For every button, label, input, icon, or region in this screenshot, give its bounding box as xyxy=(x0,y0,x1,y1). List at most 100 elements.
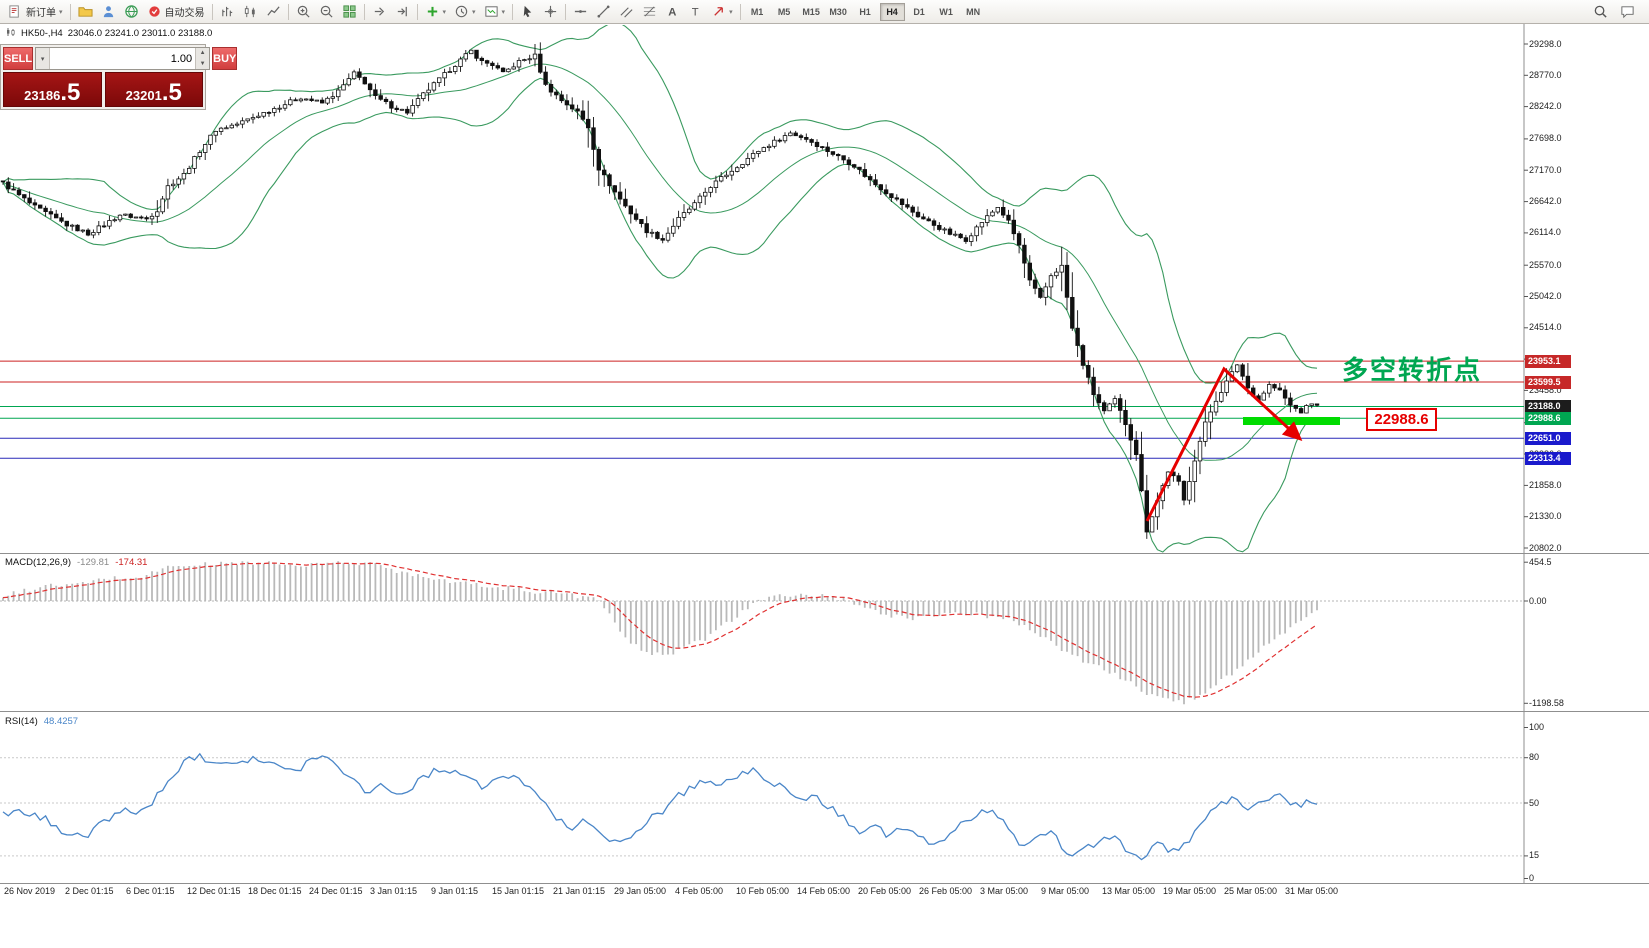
rsi-axis-label: 15 xyxy=(1529,850,1540,861)
rsi-axis-label: 80 xyxy=(1529,752,1540,763)
toolbar-text-label-button[interactable]: T xyxy=(684,1,707,22)
volume-down-button[interactable]: ▼ xyxy=(196,58,210,69)
price-tick-label: 28770.0 xyxy=(1529,69,1562,80)
cursor-icon xyxy=(520,4,535,19)
toolbar-bar-chart-button[interactable] xyxy=(216,1,239,22)
macd-axis-label: 454.5 xyxy=(1529,556,1552,567)
macd-label: MACD(12,26,9) -129.81 -174.31 xyxy=(5,557,147,568)
date-label: 19 Mar 05:00 xyxy=(1163,886,1217,896)
toolbar-crosshair-button[interactable] xyxy=(539,1,562,22)
timeframe-H1-button[interactable]: H1 xyxy=(853,3,878,21)
price-tick-label: 23458.0 xyxy=(1529,384,1562,395)
svg-text:T: T xyxy=(692,6,699,18)
chevron-down-icon: ▾ xyxy=(472,8,476,16)
globe-icon xyxy=(124,4,139,19)
toolbar-cursor-button[interactable] xyxy=(516,1,539,22)
sell-button[interactable]: SELL xyxy=(3,47,34,70)
date-label: 3 Mar 05:00 xyxy=(980,886,1029,896)
toolbar-user-button[interactable] xyxy=(97,1,120,22)
symbol-name: HK50-,H4 xyxy=(21,28,63,39)
timeframe-M15-button[interactable]: M15 xyxy=(799,3,824,21)
toolbar-autotrade-button[interactable]: 自动交易 xyxy=(143,1,209,22)
date-label: 14 Feb 05:00 xyxy=(797,886,851,896)
price-line-label: 22313.4 xyxy=(1525,451,1571,465)
toolbar-periods-button[interactable]: ▾ xyxy=(450,1,480,22)
toolbar-line-chart-button[interactable] xyxy=(262,1,285,22)
template-icon xyxy=(484,4,499,19)
timeframe-D1-button[interactable]: D1 xyxy=(907,3,932,21)
price-line-label: 23599.5 xyxy=(1525,375,1571,389)
toolbar-folder-button[interactable] xyxy=(74,1,97,22)
toolbar-chat-button[interactable] xyxy=(1616,1,1639,22)
toolbar-text-button[interactable]: A xyxy=(661,1,684,22)
toolbar-template-button[interactable]: ▾ xyxy=(480,1,510,22)
buy-price-button[interactable]: 23201.5 xyxy=(104,72,203,107)
timeframe-M30-button[interactable]: M30 xyxy=(826,3,851,21)
support-zone-bar xyxy=(1243,417,1340,425)
toolbar-tile-windows-button[interactable] xyxy=(338,1,361,22)
toolbar-equidistant-channel-button[interactable] xyxy=(615,1,638,22)
toolbar-auto-scroll-button[interactable] xyxy=(368,1,391,22)
toolbar-separator xyxy=(565,3,567,20)
volume-up-button[interactable]: ▲ xyxy=(196,48,210,59)
autotrade-icon xyxy=(147,4,162,19)
price-callout-box: 22988.6 xyxy=(1366,408,1437,431)
rsi-value: 48.4257 xyxy=(43,716,79,727)
arrows-icon xyxy=(711,4,726,19)
toolbar-indicators-button[interactable]: ▾ xyxy=(421,1,451,22)
price-tick-label: 20802.0 xyxy=(1529,542,1562,553)
toolbar-candle-chart-button[interactable] xyxy=(239,1,262,22)
toolbar-zoom-in-button[interactable] xyxy=(292,1,315,22)
equidistant-channel-icon xyxy=(619,4,634,19)
toolbar-separator xyxy=(739,3,741,20)
toolbar-search-button[interactable] xyxy=(1589,1,1612,22)
zoom-out-icon xyxy=(319,4,334,19)
timeframe-MN-button[interactable]: MN xyxy=(961,3,986,21)
volume-dropdown-button[interactable]: ▾ xyxy=(36,48,51,69)
timeframe-H4-button[interactable]: H4 xyxy=(879,2,905,21)
macd-value-signal: -174.31 xyxy=(115,557,148,568)
timeframe-M5-button[interactable]: M5 xyxy=(772,3,797,21)
date-label: 20 Feb 05:00 xyxy=(858,886,912,896)
sell-price-big: .5 xyxy=(60,78,81,106)
toolbar-new-order-button[interactable]: 新订单 ▾ xyxy=(4,1,67,22)
toolbar-separator xyxy=(287,3,289,20)
main-price-pane xyxy=(0,25,1524,553)
chevron-down-icon: ▾ xyxy=(501,8,506,16)
sell-price-button[interactable]: 23186.5 xyxy=(3,72,102,107)
rsi-axis-label: 100 xyxy=(1529,722,1545,732)
macd-pane xyxy=(0,561,1524,705)
price-tick-label: 27698.0 xyxy=(1529,133,1562,144)
rsi-name: RSI(14) xyxy=(5,716,38,727)
buy-button[interactable]: BUY xyxy=(212,47,238,70)
price-tick-label: 25570.0 xyxy=(1529,259,1562,270)
price-tick-label: 21330.0 xyxy=(1529,511,1562,522)
price-tick-label: 29298.0 xyxy=(1529,38,1562,49)
toolbar-arrows-button[interactable]: ▾ xyxy=(707,1,737,22)
toolbar-trendline-button[interactable] xyxy=(592,1,615,22)
date-label: 2 Dec 01:15 xyxy=(65,886,114,896)
toolbar-chart-shift-button[interactable] xyxy=(391,1,414,22)
date-label: 9 Mar 05:00 xyxy=(1041,886,1090,896)
sell-price-small: 23186 xyxy=(24,87,61,103)
toolbar-fibonacci-button[interactable] xyxy=(638,1,661,22)
toolbar-right-group xyxy=(1589,1,1645,22)
rsi-axis-label: 50 xyxy=(1529,797,1540,808)
toolbar-globe-button[interactable] xyxy=(120,1,143,22)
chevron-down-icon: ▾ xyxy=(59,8,63,16)
horizontal-line-icon xyxy=(573,4,588,19)
volume-input[interactable] xyxy=(50,48,196,69)
toolbar-horizontal-line-button[interactable] xyxy=(569,1,592,22)
date-label: 13 Mar 05:00 xyxy=(1102,886,1156,896)
toolbar-separator xyxy=(512,3,514,20)
price-line-label: 22651.0 xyxy=(1525,431,1571,445)
toolbar-zoom-out-button[interactable] xyxy=(315,1,338,22)
main-toolbar: 新订单 ▾ 自动交易 ▾ ▾ ▾ A T ▾ M1 M5 M15 M30 H1 H4 D1 W1 MN xyxy=(0,0,1649,24)
date-label: 9 Jan 01:15 xyxy=(431,886,479,896)
periods-icon xyxy=(454,4,469,19)
timeframe-M1-button[interactable]: M1 xyxy=(745,3,770,21)
timeframe-W1-button[interactable]: W1 xyxy=(934,3,959,21)
chart-mini-icon xyxy=(6,27,16,40)
date-label: 24 Dec 01:15 xyxy=(309,886,363,896)
